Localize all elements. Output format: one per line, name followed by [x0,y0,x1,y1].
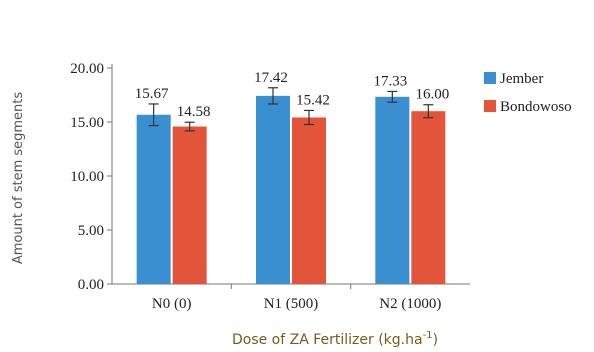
x-axis-title-main: Dose of ZA Fertilizer (kg.ha [232,332,423,348]
data-label: 14.58 [177,104,211,120]
data-label: 15.67 [135,86,169,102]
x-tick-label: N1 (500) [264,296,319,312]
y-tick-label: 10.00 [70,169,104,185]
bar-bondowoso [411,111,446,284]
legend: Jember Bondowoso [484,71,572,115]
bar-jember [256,95,290,284]
data-label: 17.42 [254,70,288,86]
x-axis-title: Dose of ZA Fertilizer (kg.ha-1) [232,330,438,348]
data-label: 17.33 [373,73,407,89]
y-tick-label: 15.00 [70,115,104,131]
bar-jember [136,114,171,284]
error-bar [423,104,434,119]
data-label: 15.42 [296,92,330,108]
x-axis-title-close: ) [433,332,438,348]
bar-bondowoso [292,117,326,285]
legend-label-bondowoso: Bondowoso [500,99,572,115]
error-bar [304,109,314,126]
data-label: 16.00 [415,87,449,103]
error-bar [184,121,195,132]
y-axis-title: Amount of stem segments [11,92,26,265]
error-bar [268,87,278,105]
legend-swatch-jember [484,72,496,84]
bar-jember [375,96,410,284]
y-tick-label: 5.00 [78,223,104,239]
y-tick-label: 0.00 [78,277,104,293]
x-tick-label: N2 (1000) [379,296,441,312]
bar-bondowoso [172,126,207,284]
error-bar [148,103,159,127]
error-bar [387,90,398,103]
legend-swatch-bondowoso [484,100,496,112]
x-axis-title-superscript: -1 [423,330,433,341]
legend-label-jember: Jember [500,71,543,87]
x-tick-label: N0 (0) [152,296,192,312]
plot-area: 0.00 5.00 10.00 15.00 20.00 15.67 14.58 N0 (0) 1… [70,61,470,312]
y-tick-label: 20.00 [70,61,104,77]
